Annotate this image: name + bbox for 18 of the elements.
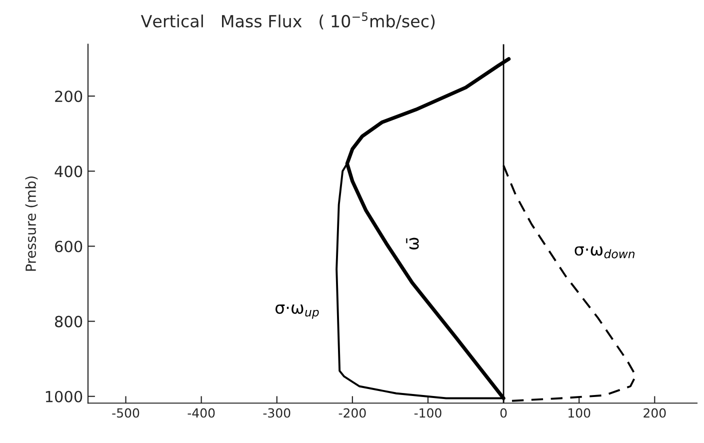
y-tick-label: 200 [55, 90, 82, 102]
y-axis-title: Pressure (mb) [25, 176, 38, 271]
x-tick-label: -400 [188, 408, 215, 418]
text: ω̄ [406, 238, 419, 250]
series-label: σ·ω$_{up}$ [275, 304, 319, 319]
series-label: σ·ω$_{down}$ [574, 246, 634, 258]
x-tick-label: -500 [112, 408, 140, 418]
y-tick-label: 400 [54, 166, 82, 178]
y-tick-label: 1000 [46, 390, 82, 402]
x-tick-label: -200 [338, 408, 366, 418]
x-tick-label: 0 [500, 408, 507, 418]
y-tick-label: 600 [55, 240, 82, 252]
x-tick-label: -300 [263, 408, 290, 418]
x-tick-label: 100 [568, 408, 590, 418]
chart-title: Vertical Mass Flux ( 10$^{−5}$mb/sec) [140, 12, 435, 30]
x-tick-label: 200 [644, 408, 666, 418]
x-tick-label: -100 [414, 408, 442, 418]
y-tick-label: 800 [55, 316, 82, 328]
